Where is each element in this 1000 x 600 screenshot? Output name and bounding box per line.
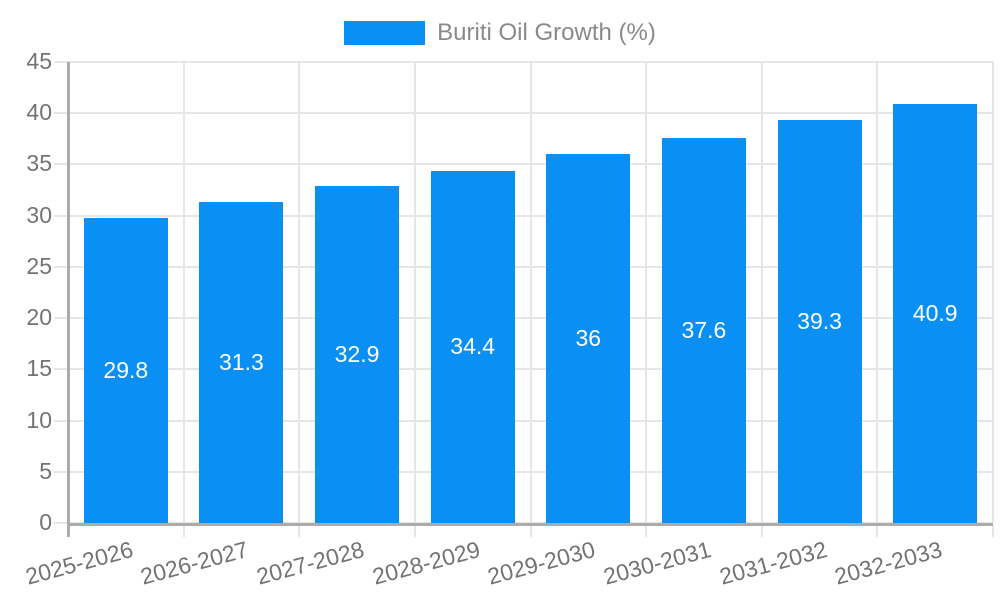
y-gridline	[54, 470, 993, 473]
x-tick-mark	[760, 526, 763, 537]
x-gridline	[413, 62, 416, 523]
y-tick-label: 45	[26, 48, 52, 75]
bar-value-label: 32.9	[334, 340, 380, 367]
y-tick-label: 35	[26, 150, 52, 177]
x-gridline	[182, 62, 185, 523]
x-axis-line	[66, 523, 993, 526]
bar-value-label: 37.6	[681, 316, 727, 343]
x-tick-mark	[645, 526, 648, 537]
y-tick-label: 25	[26, 252, 52, 279]
y-tick-label: 30	[26, 201, 52, 228]
y-gridline	[54, 214, 993, 217]
y-gridline	[54, 265, 993, 268]
x-tick-mark	[876, 526, 879, 537]
x-tick-mark	[182, 526, 185, 537]
y-gridline	[54, 112, 993, 115]
x-gridline	[298, 62, 301, 523]
x-tick-mark	[992, 526, 994, 537]
y-tick-label: 15	[26, 355, 52, 382]
bar[interactable]: 36	[546, 154, 631, 523]
bar-value-label: 39.3	[797, 308, 842, 335]
bar[interactable]: 39.3	[777, 120, 862, 523]
bar-value-label: 36	[575, 325, 602, 352]
bar-value-label: 34.4	[450, 333, 496, 360]
y-gridline	[54, 419, 993, 422]
legend-swatch	[344, 21, 426, 45]
y-tick-label: 20	[26, 304, 52, 331]
x-gridline	[760, 62, 763, 523]
y-gridline	[54, 163, 993, 166]
y-axis-line	[66, 62, 70, 537]
bar[interactable]: 29.8	[83, 217, 168, 523]
bar-value-label: 31.3	[219, 349, 264, 376]
x-tick-mark	[529, 526, 532, 537]
y-gridline	[54, 317, 993, 320]
bar[interactable]: 32.9	[315, 185, 400, 523]
x-tick-mark	[413, 526, 416, 537]
bar[interactable]: 40.9	[893, 104, 978, 523]
bar[interactable]: 31.3	[199, 202, 284, 523]
y-tick-label: 40	[26, 99, 52, 126]
bar[interactable]: 37.6	[661, 137, 746, 523]
y-tick-label: 5	[39, 457, 52, 484]
legend-label: Buriti Oil Growth (%)	[437, 19, 656, 46]
y-gridline	[54, 61, 993, 63]
x-gridline	[529, 62, 532, 523]
y-tick-label: 0	[39, 509, 52, 536]
chart-legend[interactable]: Buriti Oil Growth (%)	[0, 19, 1000, 47]
bar-value-label: 29.8	[103, 356, 149, 383]
x-tick-mark	[298, 526, 301, 537]
x-gridline	[876, 62, 879, 523]
bar[interactable]: 34.4	[430, 170, 515, 523]
bar-value-label: 40.9	[912, 299, 958, 326]
y-gridline	[54, 368, 993, 371]
x-gridline	[992, 62, 994, 523]
y-tick-label: 10	[26, 406, 52, 433]
x-gridline	[645, 62, 648, 523]
